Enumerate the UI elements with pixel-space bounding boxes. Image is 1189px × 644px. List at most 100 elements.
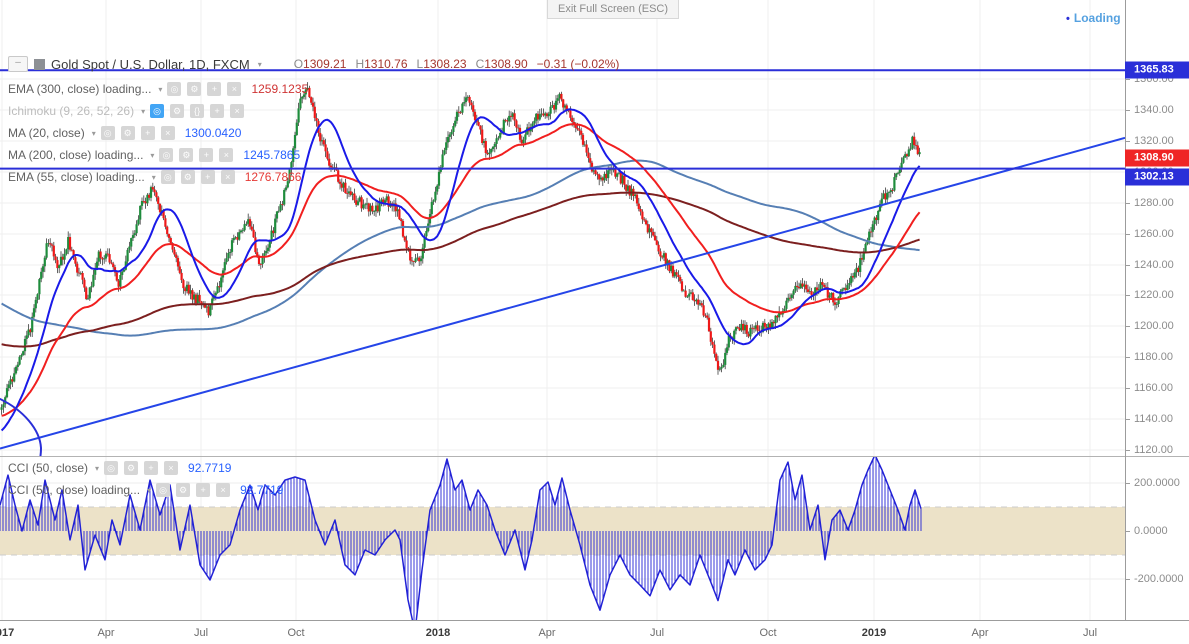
indicator-row: CCI (50, close) loading... ▾ ◎ ⚙ + × 92.7719	[8, 481, 283, 499]
eye-icon[interactable]: ◎	[150, 104, 165, 118]
indicator-row: MA (200, close) loading... ▾ ◎ ⚙ + × 1245.7865	[8, 146, 300, 164]
ohlc-field-value: 1310.76	[364, 57, 408, 71]
close-icon[interactable]: ×	[219, 148, 234, 162]
ohlc-field: L1308.23	[417, 57, 467, 71]
gear-icon[interactable]: ⚙	[187, 82, 202, 96]
chevron-down-icon[interactable]: ▾	[158, 84, 163, 94]
indicator-row: EMA (300, close) loading... ▾ ◎ ⚙ + × 1259.123…	[8, 80, 308, 98]
indicator-row: CCI (50, close) ▾ ◎ ⚙ + × 92.7719	[8, 459, 231, 477]
time-tick-label: 2018	[425, 627, 451, 639]
indicator-value: 1276.7866	[244, 170, 302, 184]
indicator-label[interactable]: CCI (50, close) loading...	[8, 483, 141, 497]
indicator-label[interactable]: MA (200, close) loading...	[8, 148, 144, 162]
loading-indicator: • Loading	[1066, 11, 1121, 25]
price-tick-label: 1320.00	[1126, 135, 1174, 147]
chevron-down-icon[interactable]: ▾	[257, 59, 262, 69]
collapse-legend-button[interactable]: –	[8, 56, 28, 72]
time-tick-label: Oct	[759, 627, 777, 639]
symbol-title[interactable]: Gold Spot / U.S. Dollar, 1D, FXCM	[51, 56, 250, 72]
eye-icon[interactable]: ◎	[160, 170, 175, 184]
gear-icon[interactable]: ⚙	[124, 461, 139, 475]
chevron-down-icon[interactable]: ▾	[147, 485, 152, 495]
ohlc-change: −0.31 (−0.02%)	[536, 57, 620, 71]
price-tick-label: 1260.00	[1126, 228, 1174, 240]
chevron-down-icon[interactable]: ▾	[151, 172, 156, 182]
ohlc-field: C1308.90	[476, 57, 528, 71]
time-tick-label: 2019	[861, 627, 887, 639]
plus-icon[interactable]: +	[210, 104, 225, 118]
gear-icon[interactable]: ⚙	[176, 483, 191, 497]
eye-icon[interactable]: ◎	[100, 126, 115, 140]
time-tick-label: Oct	[287, 627, 305, 639]
indicator-value: 92.7719	[188, 461, 232, 475]
indicator-label[interactable]: EMA (55, close) loading...	[8, 170, 145, 184]
price-badge: 1302.13	[1125, 168, 1189, 186]
indicator-value: 1300.0420	[184, 126, 242, 140]
price-tick-label: 1220.00	[1126, 289, 1174, 301]
chevron-down-icon[interactable]: ▾	[150, 150, 155, 160]
price-badge: 1365.83	[1125, 61, 1189, 79]
ohlc-field-value: 1309.21	[303, 57, 347, 71]
indicator-label[interactable]: EMA (300, close) loading...	[8, 82, 152, 96]
indicator-value: 1245.7865	[243, 148, 301, 162]
gear-icon[interactable]: ⚙	[120, 126, 135, 140]
symbol-logo	[34, 58, 45, 70]
ohlc-readout: O1309.21 H1310.76 L1308.23 C1308.90 −0.31 (−…	[294, 57, 620, 71]
eye-icon[interactable]: ◎	[104, 461, 119, 475]
eye-icon[interactable]: ◎	[156, 483, 171, 497]
price-tick-label: 1120.00	[1126, 444, 1173, 456]
close-icon[interactable]: ×	[227, 82, 242, 96]
cci-tick-label: -200.0000	[1126, 573, 1184, 585]
close-icon[interactable]: ×	[216, 483, 231, 497]
close-icon[interactable]: ×	[230, 104, 245, 118]
plus-icon[interactable]: +	[199, 148, 214, 162]
close-icon[interactable]: ×	[160, 126, 175, 140]
time-tick-label: Jul	[649, 627, 665, 639]
gear-icon[interactable]: ⚙	[170, 104, 185, 118]
indicator-label[interactable]: CCI (50, close)	[8, 461, 89, 475]
ohlc-field-label: H	[355, 57, 365, 71]
chevron-down-icon[interactable]: ▾	[141, 106, 146, 116]
indicator-value: 92.7719	[240, 483, 284, 497]
plus-icon[interactable]: +	[200, 170, 215, 184]
plus-icon[interactable]: +	[207, 82, 222, 96]
chevron-down-icon[interactable]: ▾	[95, 463, 100, 473]
plus-icon[interactable]: +	[144, 461, 159, 475]
price-tick-label: 1240.00	[1126, 259, 1174, 271]
pane-separator[interactable]	[0, 456, 1189, 457]
price-axis-border	[1125, 0, 1126, 620]
price-tick-label: 1180.00	[1126, 351, 1173, 363]
braces-icon[interactable]: {}	[190, 104, 205, 118]
indicator-label[interactable]: MA (20, close)	[8, 126, 85, 140]
indicator-label[interactable]: Ichimoku (9, 26, 52, 26)	[8, 104, 135, 118]
ohlc-field-label: L	[416, 57, 424, 71]
plus-icon[interactable]: +	[196, 483, 211, 497]
indicator-row: MA (20, close) ▾ ◎ ⚙ + × 1300.0420	[8, 124, 241, 142]
time-tick-label: 2017	[0, 627, 15, 639]
time-tick-label: Apr	[538, 627, 556, 639]
close-icon[interactable]: ×	[164, 461, 179, 475]
close-icon[interactable]: ×	[220, 170, 235, 184]
gear-icon[interactable]: ⚙	[180, 170, 195, 184]
eye-icon[interactable]: ◎	[159, 148, 174, 162]
time-tick-label: Apr	[97, 627, 115, 639]
exit-fullscreen-tooltip: Exit Full Screen (ESC)	[547, 0, 680, 19]
indicator-row: EMA (55, close) loading... ▾ ◎ ⚙ + × 1276.7866	[8, 168, 301, 186]
chevron-down-icon[interactable]: ▾	[91, 128, 96, 138]
eye-icon[interactable]: ◎	[167, 82, 182, 96]
price-tick-label: 1280.00	[1126, 197, 1174, 209]
plus-icon[interactable]: +	[140, 126, 155, 140]
gear-icon[interactable]: ⚙	[179, 148, 194, 162]
price-tick-label: 1160.00	[1126, 382, 1173, 394]
loading-label: Loading	[1073, 11, 1121, 25]
ohlc-field: O1309.21	[294, 57, 347, 71]
ohlc-field-label: O	[293, 57, 304, 71]
price-badge: 1308.90	[1125, 149, 1189, 167]
ohlc-field: H1310.76	[355, 57, 407, 71]
loading-dot-icon: •	[1066, 13, 1070, 25]
time-tick-label: Jul	[193, 627, 209, 639]
ohlc-field-value: 1308.90	[484, 57, 528, 71]
cci-tick-label: 0.0000	[1126, 525, 1168, 537]
